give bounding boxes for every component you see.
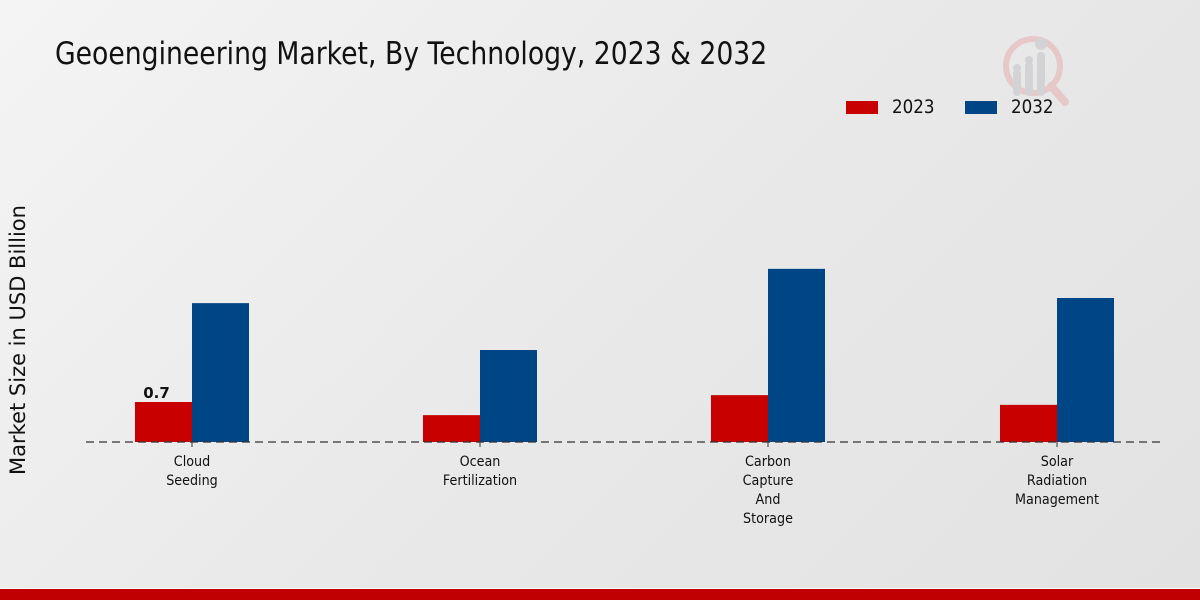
legend-item-2023: 2023 (846, 96, 940, 118)
bar-2023-3 (1000, 404, 1057, 442)
bar-2032-2 (768, 268, 825, 442)
bar-2032-3 (1057, 298, 1114, 442)
x-tick-label-3-1: Radiation (1027, 472, 1087, 489)
legend-swatch-2023 (846, 100, 878, 114)
x-tick-label-2-1: Capture (743, 472, 794, 489)
x-tick-label-1-0: Ocean (460, 453, 501, 470)
bar-2023-2 (711, 395, 768, 442)
bar-2023-0 (135, 402, 192, 442)
x-tick-label-2-3: Storage (743, 510, 793, 527)
chart-title: Geoengineering Market, By Technology, 20… (55, 36, 768, 72)
legend-label-2032: 2032 (1011, 96, 1054, 118)
x-tick-label-0-1: Seeding (166, 472, 218, 489)
footer-bar (0, 588, 1200, 600)
x-tick-label-3-0: Solar (1041, 453, 1074, 470)
x-tick-label-0-0: Cloud (174, 453, 210, 470)
legend-label-2023: 2023 (892, 96, 935, 118)
bar-2032-0 (192, 303, 249, 442)
x-tick-label-3-2: Management (1015, 491, 1100, 508)
bar-2032-1 (480, 350, 537, 442)
x-tick-label-2-2: And (756, 491, 781, 508)
bar-2023-1 (423, 415, 480, 442)
watermark-logo-icon (995, 30, 1075, 110)
legend-swatch-2032 (965, 100, 997, 114)
data-label-0: 0.7 (143, 384, 170, 402)
x-tick-label-1-1: Fertilization (443, 472, 517, 489)
x-tick-label-2-0: Carbon (745, 453, 791, 470)
legend-item-2032: 2032 (965, 96, 1059, 118)
